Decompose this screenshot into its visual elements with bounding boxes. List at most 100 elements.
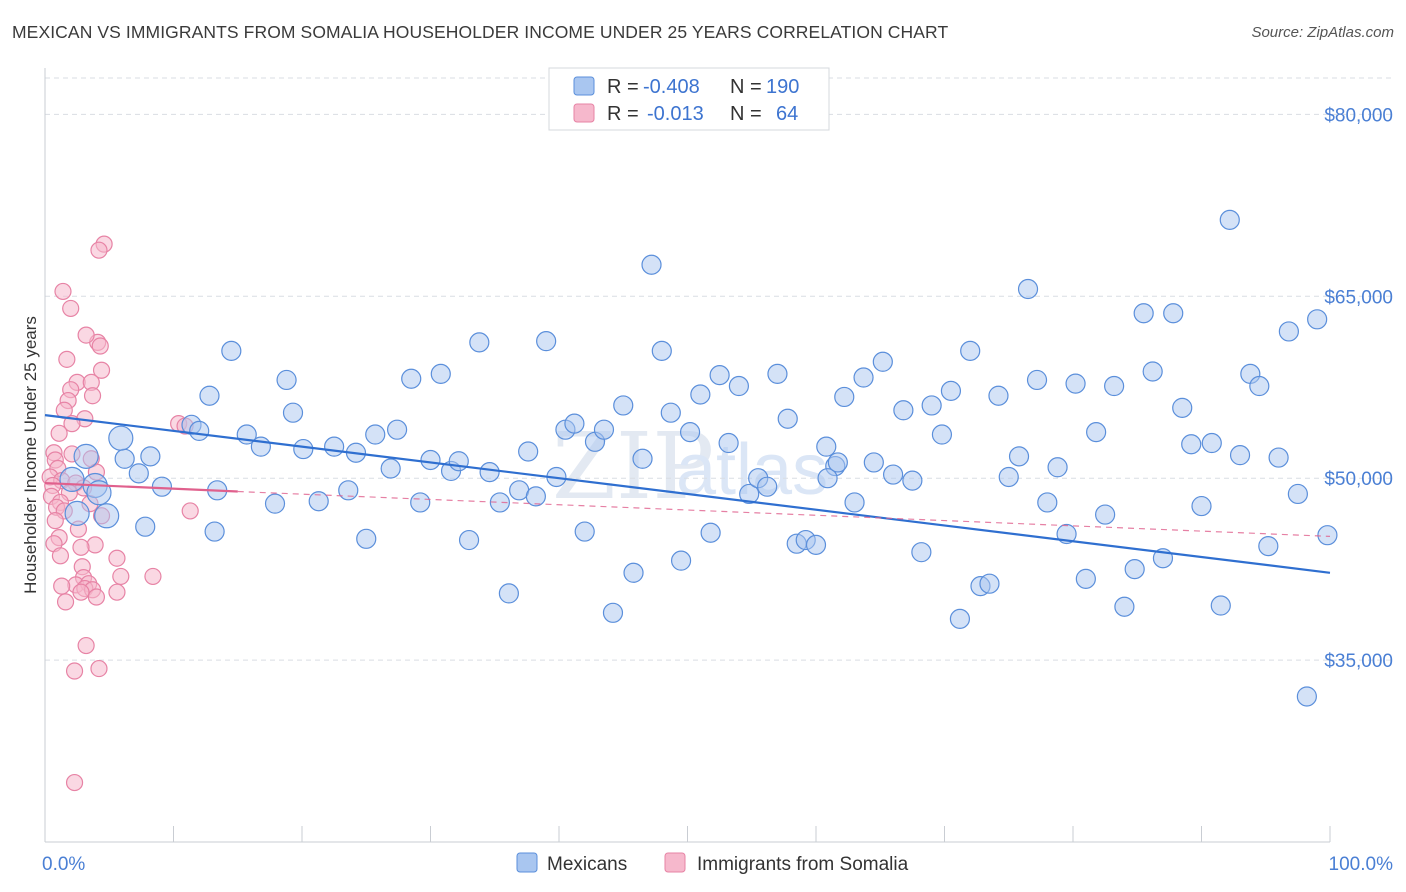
mexicans-point-122: [1268, 447, 1289, 468]
mexicans-point-111: [1163, 303, 1184, 324]
mexicans-point-78: [844, 492, 865, 513]
mexicans-point-101: [1065, 373, 1086, 394]
mexicans-point-88: [940, 380, 962, 401]
legend-swatch-mexicans: [573, 76, 595, 96]
somalia-point-44: [72, 538, 90, 556]
mexicans-point-113: [1181, 434, 1202, 455]
mexicans-point-54: [613, 395, 634, 416]
mexicans-point-32: [401, 368, 422, 389]
mexicans-point-58: [651, 340, 672, 361]
mexicans-point-81: [872, 351, 893, 372]
mexicans-point-60: [670, 550, 692, 571]
source-label: Source: ZipAtlas.com: [1251, 24, 1394, 41]
somalia-point-8: [92, 361, 111, 379]
mexicans-point-90: [960, 340, 981, 361]
bottom-legend-somalia: Immigrants from Somalia: [697, 854, 909, 875]
mexicans-point-3: [114, 448, 135, 469]
y-tick-label-2: $65,000: [1324, 287, 1393, 308]
legend-n-value-1: 190: [766, 76, 799, 98]
y-axis-label: Householder Income Under 25 years: [21, 316, 40, 594]
mexicans-point-128: [817, 468, 838, 489]
y-tick-label-1: $50,000: [1324, 469, 1393, 490]
mexicans-point-102: [1075, 568, 1096, 589]
mexicans-point-77: [834, 386, 855, 408]
somalia-point-46: [108, 549, 126, 567]
mexicans-point-13: [189, 420, 210, 441]
mexicans-point-23: [293, 438, 314, 460]
bottom-legend-mexicans: Mexicans: [547, 854, 627, 875]
somalia-trend-solid: [44, 481, 238, 493]
somalia-point-48: [144, 567, 162, 586]
mexicans-point-9: [140, 446, 161, 467]
mexicans-point-29: [365, 424, 386, 445]
somalia-point-59: [56, 593, 75, 611]
somalia-point-17: [50, 424, 68, 442]
mexicans-point-8: [64, 500, 90, 526]
mexicans-point-95: [1008, 446, 1030, 467]
mexicans-point-125: [1296, 686, 1317, 707]
mexicans-point-59: [660, 402, 681, 423]
somalia-point-45: [51, 547, 70, 565]
mexicans-point-103: [1086, 422, 1107, 443]
somalia-point-50: [112, 567, 130, 586]
mexicans-point-108: [1133, 303, 1154, 324]
mexicans-point-82: [882, 464, 904, 485]
trend-lines: [44, 414, 1331, 574]
mexicans-point-129: [827, 452, 848, 473]
series-legend: Mexicans Immigrants from Somalia: [516, 852, 909, 875]
mexicans-point-104: [1095, 504, 1116, 525]
mexicans-point-83: [893, 400, 914, 421]
legend-swatch-somalia: [573, 103, 595, 123]
mexicans-point-1: [94, 503, 120, 529]
mexicans-point-44: [518, 441, 539, 462]
mexicans-point-75: [816, 436, 837, 457]
mexicans-point-20: [264, 493, 286, 514]
mexicans-point-37: [448, 451, 469, 472]
somalia-point-12: [83, 387, 102, 405]
mexicans-point-41: [489, 492, 510, 513]
somalia-point-57: [108, 583, 126, 601]
somalia-point-7: [58, 350, 76, 368]
mexicans-point-97: [1026, 369, 1048, 391]
tick-labels: $35,000 $50,000 $65,000 $80,000 0.0% 100.0%: [42, 105, 1393, 875]
somalia-point-39: [46, 512, 64, 530]
mexicans-point-66: [728, 375, 750, 397]
mexicans-point-106: [1114, 596, 1135, 617]
mexicans-point-123: [1278, 321, 1299, 342]
mexicans-point-55: [623, 562, 644, 583]
mexicans-point-74: [805, 534, 827, 555]
mexicans-point-114: [1191, 495, 1212, 517]
mexicans-point-92: [979, 573, 1000, 594]
mexicans-point-17: [204, 521, 225, 542]
mexicans-point-109: [1142, 361, 1163, 382]
mexicans-point-6: [108, 425, 134, 451]
legend-r-label-2: R =: [607, 103, 639, 125]
mexicans-point-98: [1037, 492, 1058, 513]
somalia-point-61: [90, 659, 108, 678]
mexicans-point-42: [498, 583, 519, 604]
mexicans-point-22: [282, 402, 304, 423]
mexicans-point-96: [1017, 278, 1039, 300]
somalia-point-60: [77, 636, 95, 655]
mexicans-point-0: [73, 443, 99, 469]
mexicans-point-65: [718, 432, 739, 454]
mexicans-point-107: [1124, 559, 1145, 580]
somalia-point-3: [62, 299, 80, 318]
mexicans-point-93: [988, 385, 1009, 406]
bottom-legend-swatch-somalia: [664, 852, 686, 873]
mexicans-point-38: [458, 529, 480, 551]
legend-n-label-2: N =: [730, 103, 762, 125]
mexicans-point-94: [998, 466, 1019, 488]
mexicans-point-31: [386, 419, 408, 440]
somalia-point-62: [65, 662, 84, 680]
somalia-point-2: [54, 282, 72, 301]
somalia-point-43: [86, 536, 104, 554]
mexicans-point-24: [308, 491, 329, 512]
mexicans-point-80: [863, 452, 884, 473]
mexicans-point-69: [757, 476, 778, 497]
mexicans-point-52: [593, 419, 615, 440]
mexicans-point-46: [536, 331, 557, 352]
mexicans-point-21: [276, 369, 297, 391]
mexicans-point-126: [1307, 309, 1328, 330]
